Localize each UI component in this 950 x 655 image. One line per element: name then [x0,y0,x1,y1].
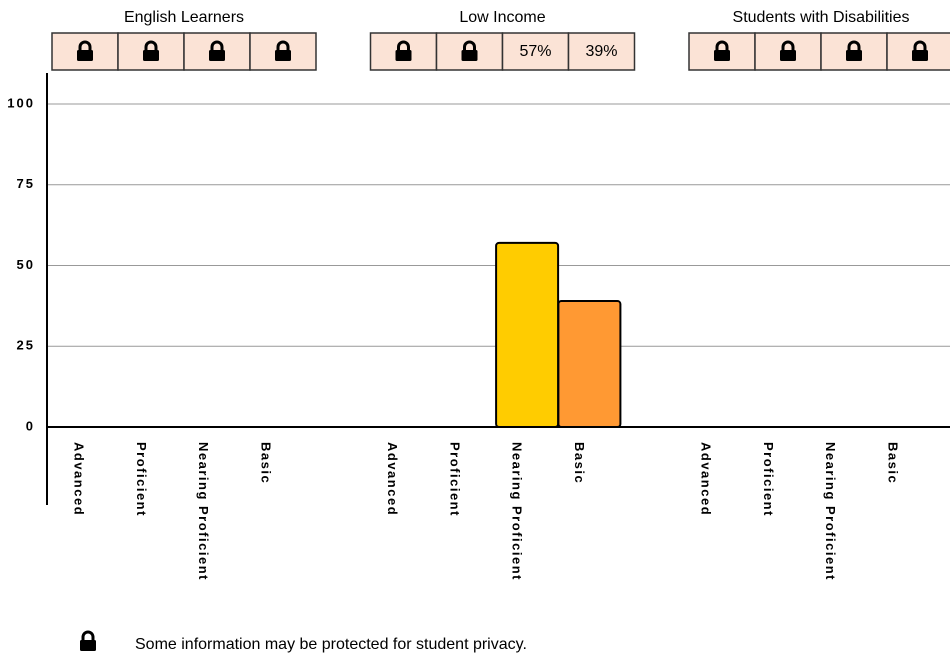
legend-lock-icon [78,630,98,652]
x-tick-label: Advanced [385,442,400,516]
x-tick-label: Basic [572,442,587,484]
y-tick-label: 100 [7,95,35,110]
header-cell [501,32,570,71]
x-tick-label: Basic [885,442,900,484]
privacy-note: Some information may be protected for st… [135,636,527,653]
x-tick-label: Proficient [134,442,149,517]
y-tick-label: 25 [17,338,35,353]
y-tick-label: 50 [17,257,35,272]
group-title: Low Income [459,9,545,26]
group-title: Students with Disabilities [733,9,910,26]
x-tick-label: Proficient [761,442,776,517]
header-cell [51,32,119,71]
x-tick-label: Advanced [72,442,87,516]
y-tick-label: 0 [26,418,35,433]
x-tick-label: Advanced [699,442,714,516]
bar [557,300,622,428]
category-labels: Advanced Proficient Nearing Proficient Basi… [72,442,901,581]
x-tick-label: Nearing Proficient [196,442,211,581]
x-tick-label: Nearing Proficient [823,442,838,581]
x-tick-label: Basic [258,442,273,484]
x-tick-label: Proficient [447,442,462,517]
header-cell [886,32,950,71]
bar [495,241,560,428]
value-label: 39% [585,43,617,60]
header-cell [567,32,636,71]
y-tick-label: 75 [17,176,35,191]
group-title: English Learners [124,9,244,26]
x-tick-label: Nearing Proficient [510,442,525,581]
value-label: 57% [519,43,551,60]
